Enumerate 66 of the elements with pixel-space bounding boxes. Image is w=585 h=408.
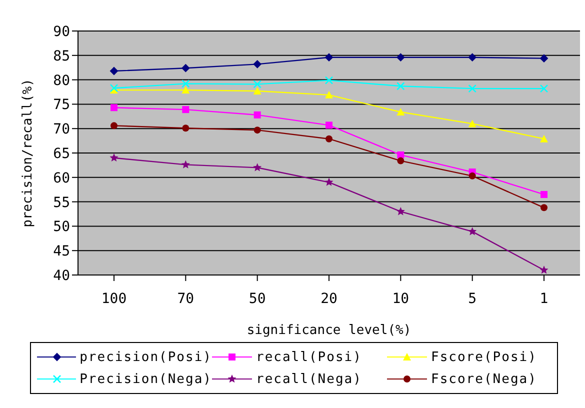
- point: [182, 80, 190, 88]
- point: [110, 153, 118, 162]
- x-tick-label: 100: [101, 290, 127, 307]
- y-tick-label: 85: [53, 48, 70, 64]
- point: [396, 108, 405, 116]
- point: [253, 80, 262, 88]
- x-tick-label: 20: [320, 290, 338, 307]
- legend-label: precision(Posi): [80, 350, 212, 364]
- point: [540, 54, 548, 62]
- point: [324, 76, 334, 84]
- x-tick-label: 5: [468, 290, 477, 307]
- y-tick-label: 75: [53, 97, 70, 114]
- point: [468, 172, 476, 180]
- y-tick-label: 55: [53, 194, 70, 211]
- point: [181, 160, 190, 168]
- y-tick-label: 40: [53, 268, 70, 284]
- legend-label: Precision(Nega): [80, 372, 212, 386]
- point: [325, 53, 333, 62]
- point: [396, 53, 405, 62]
- point: [254, 111, 261, 118]
- y-tick-label: 45: [53, 244, 70, 260]
- point: [326, 122, 332, 129]
- point: [397, 151, 404, 158]
- point: [468, 227, 477, 236]
- point: [540, 84, 548, 93]
- y-tick-label: 70: [53, 122, 70, 138]
- x-tick-label: 50: [248, 290, 266, 307]
- point: [325, 90, 333, 98]
- point: [540, 266, 548, 274]
- point: [397, 157, 404, 164]
- point: [254, 126, 261, 134]
- point: [324, 178, 334, 186]
- x-tick-label: 1: [540, 290, 548, 307]
- point: [253, 163, 262, 172]
- point: [253, 60, 262, 68]
- point: [396, 207, 405, 216]
- y-tick-label: 90: [53, 24, 70, 40]
- point: [326, 135, 332, 142]
- y-tick-label: 65: [53, 146, 70, 162]
- point: [110, 84, 118, 92]
- legend-label: Fscore(Posi): [431, 350, 537, 364]
- point: [396, 82, 405, 90]
- point: [182, 124, 190, 132]
- point: [468, 53, 476, 62]
- legend-label: recall(Nega): [256, 372, 362, 386]
- point: [253, 87, 262, 95]
- point: [468, 84, 476, 93]
- point: [182, 106, 190, 114]
- legend-label: recall(Posi): [256, 350, 362, 364]
- point: [110, 67, 118, 76]
- y-tick-label: 80: [53, 72, 70, 89]
- point: [110, 104, 118, 112]
- y-tick-label: 50: [53, 219, 70, 236]
- y-axis-title: precision/recall(%): [20, 78, 36, 228]
- point: [110, 122, 118, 130]
- point: [182, 86, 190, 94]
- x-tick-label: 70: [177, 290, 194, 307]
- x-tick-label: 10: [392, 290, 410, 307]
- legend-label: Fscore(Nega): [431, 372, 537, 386]
- x-axis-title: significance level(%): [246, 323, 412, 338]
- point: [540, 134, 548, 142]
- y-tick-label: 60: [53, 170, 70, 186]
- point: [540, 190, 548, 198]
- point: [468, 120, 476, 128]
- point: [540, 204, 548, 212]
- point: [182, 64, 190, 72]
